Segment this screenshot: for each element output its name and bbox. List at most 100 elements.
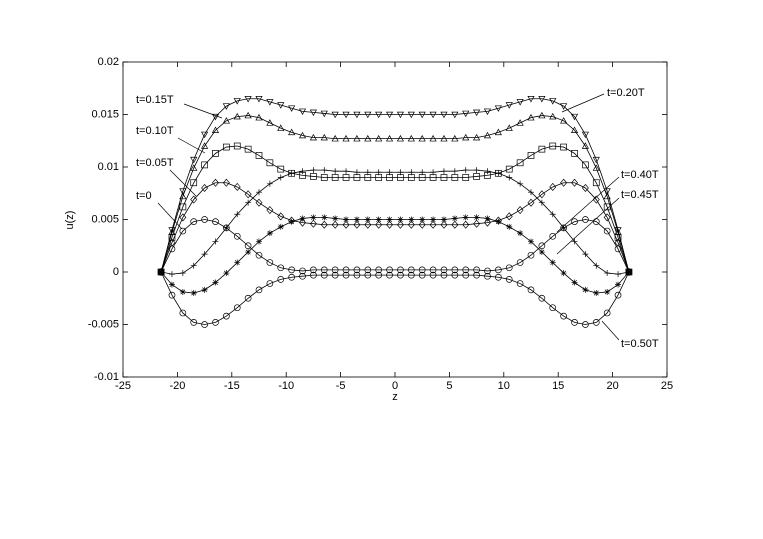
marker: [430, 216, 437, 223]
marker: [310, 173, 317, 180]
x-tick-label: -10: [278, 380, 294, 392]
marker: [462, 214, 469, 221]
marker: [473, 214, 480, 221]
marker: [288, 105, 296, 112]
series-label: t=0.10T: [136, 125, 174, 137]
marker: [418, 271, 426, 279]
marker: [386, 266, 393, 274]
marker: [255, 198, 263, 207]
marker: [364, 216, 371, 223]
marker: [342, 266, 350, 274]
marker: [407, 111, 415, 119]
marker: [527, 198, 535, 207]
marker: [505, 276, 513, 283]
marker: [538, 111, 546, 119]
marker: [451, 134, 459, 142]
marker: [375, 266, 383, 274]
series-line: [161, 169, 629, 275]
marker: [527, 96, 535, 103]
marker: [179, 188, 187, 195]
marker: [528, 189, 534, 196]
marker: [385, 111, 394, 119]
marker: [256, 189, 262, 196]
y-tick-label: 0.02: [98, 56, 119, 68]
marker: [353, 266, 361, 274]
marker: [418, 111, 426, 119]
marker: [299, 218, 306, 227]
marker: [244, 111, 252, 119]
marker: [473, 173, 480, 180]
marker: [484, 168, 491, 175]
x-axis-label: z: [392, 391, 398, 403]
marker: [256, 238, 262, 245]
marker: [309, 219, 317, 228]
y-tick-label: 0.015: [91, 108, 119, 120]
marker: [407, 266, 415, 274]
marker: [549, 182, 557, 191]
marker: [418, 220, 426, 229]
marker: [538, 190, 546, 199]
marker: [375, 134, 383, 142]
marker: [516, 206, 524, 215]
marker: [407, 220, 415, 229]
marker: [560, 117, 568, 124]
marker: [451, 271, 459, 279]
marker: [429, 266, 437, 274]
marker: [538, 294, 546, 302]
marker: [288, 170, 295, 177]
marker: [255, 286, 263, 294]
marker: [462, 167, 469, 174]
marker: [222, 103, 230, 110]
marker: [462, 110, 470, 118]
marker: [190, 195, 198, 204]
marker: [309, 133, 317, 141]
marker: [168, 281, 175, 288]
y-tick-label: 0.005: [91, 213, 119, 225]
marker: [440, 111, 448, 119]
marker: [397, 169, 404, 176]
series-label: t=0.05T: [136, 157, 174, 169]
marker: [571, 218, 578, 225]
marker: [528, 238, 534, 245]
marker: [386, 271, 393, 279]
marker: [505, 165, 513, 173]
marker: [244, 145, 252, 153]
y-tick-label: 0.01: [98, 161, 119, 173]
marker: [190, 218, 198, 225]
marker: [299, 168, 306, 175]
marker: [211, 126, 220, 133]
marker: [190, 319, 198, 326]
marker: [342, 174, 350, 181]
marker: [494, 128, 502, 136]
marker: [222, 178, 230, 187]
leader-line: [169, 169, 197, 197]
marker: [288, 273, 295, 281]
marker: [353, 111, 361, 119]
marker: [592, 164, 600, 171]
marker: [440, 216, 447, 223]
marker: [244, 242, 252, 250]
marker: [190, 262, 197, 269]
marker: [516, 159, 524, 167]
marker: [549, 142, 557, 150]
marker: [190, 179, 198, 187]
marker: [201, 251, 208, 258]
marker: [549, 304, 557, 312]
marker: [429, 111, 437, 119]
marker: [321, 214, 328, 221]
marker: [614, 228, 622, 235]
series-label: t=0.15T: [136, 94, 174, 106]
marker: [310, 214, 317, 221]
marker: [517, 180, 524, 187]
series-label: t=0.45T: [621, 189, 659, 201]
marker: [266, 230, 273, 237]
marker: [440, 266, 448, 274]
marker: [484, 218, 491, 227]
marker: [440, 271, 448, 279]
marker: [331, 111, 339, 119]
marker: [244, 190, 252, 199]
marker: [288, 218, 295, 225]
marker: [179, 270, 186, 277]
marker: [386, 169, 393, 176]
marker: [592, 156, 600, 164]
